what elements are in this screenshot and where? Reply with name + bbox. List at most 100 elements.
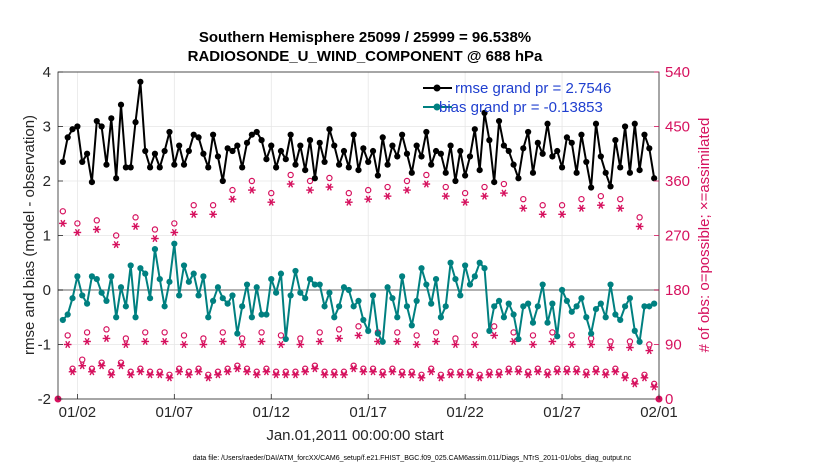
assimilated-point [248,186,256,194]
possible-point [500,180,508,188]
possible-point [364,186,372,194]
assimilated-point-stroke [171,228,177,237]
possible-point [340,368,348,375]
rmse-point [471,126,478,133]
assimilated-point-stroke [210,210,216,218]
rmse-point [549,153,556,160]
possible-point [597,192,605,200]
assimilated-series [59,180,658,391]
rmse-point [350,131,357,138]
bias-point [500,314,508,321]
y-right-tick-label: 540 [665,64,690,81]
rmse-point [505,147,512,155]
assimilated-point [141,337,150,346]
possible-point [335,326,343,333]
rmse-point [248,131,255,138]
possible-point [238,335,246,342]
rmse-point [180,161,188,168]
possible-point [180,332,188,339]
possible-point [549,329,556,336]
bias-point [161,303,168,310]
assimilated-point [597,201,605,209]
bias-point [539,281,546,288]
assimilated-point-stroke [326,183,332,191]
x-tick-label: 01/17 [349,404,387,421]
assimilated-point-stroke [355,331,362,340]
assimilated-point-stroke [239,340,245,349]
possible-point [103,326,110,333]
possible-point [428,365,435,372]
rmse-point [214,153,222,160]
bias-point [234,330,241,337]
assimilated-point [461,198,469,206]
bias-point [510,311,517,318]
bias-point [554,333,561,340]
possible-point [602,368,609,375]
possible-point [413,332,420,339]
assimilated-point-stroke [200,340,206,349]
possible-point [452,335,459,342]
possible-point [544,368,551,375]
assimilated-point-stroke [65,340,71,349]
rmse-point [156,164,163,171]
possible-point [219,329,226,336]
x-tick-label: 01/02 [59,404,97,421]
y-right-tick-label: 90 [665,337,682,354]
bias-point [476,259,483,266]
rmse-point [476,167,483,174]
assimilated-point [567,340,576,349]
possible-point [59,208,67,215]
possible-point [621,371,629,378]
assimilated-point-stroke [433,337,439,346]
rmse-point [646,145,653,152]
chart-subtitle: RADIOSONDE_U_WIND_COMPONENT @ 688 hPa [188,48,543,65]
rmse-point [234,142,241,149]
possible-point [389,365,396,372]
rmse-point [336,161,343,168]
assimilated-point-stroke [113,240,119,249]
rmse-point [394,153,401,160]
rmse-point [243,139,251,146]
bias-point [326,289,333,296]
assimilated-point-stroke [220,337,226,346]
bias-point [442,303,449,310]
assimilated-point-stroke [375,337,381,346]
assimilated-point-stroke [598,201,604,209]
assimilated-point-stroke [559,210,565,218]
rmse-point [617,164,624,171]
possible-point [534,365,542,372]
bias-point [374,330,381,337]
bias-point [462,262,469,269]
bias-point [583,314,590,321]
assimilated-point-stroke [123,340,129,349]
possible-point [515,365,522,372]
bias-point [365,327,372,334]
rmse-point [282,156,289,163]
rmse-point [190,131,197,138]
rmse-point [452,177,459,185]
rmse-point [447,142,454,149]
bias-point [394,314,401,321]
possible-point [612,365,619,372]
rmse-point [641,131,648,138]
assimilated-point [122,340,130,349]
possible-point [156,368,163,375]
rmse-point [340,147,348,155]
rmse-point [399,131,406,138]
assimilated-point-stroke [394,337,400,346]
possible-point [592,365,600,372]
possible-point [316,329,323,336]
assimilated-point [432,337,440,346]
possible-point [355,323,362,330]
bias-point [297,289,304,296]
bias-point [529,319,537,326]
rmse-point [568,139,575,146]
rmse-point [510,161,517,168]
assimilated-point [306,186,314,194]
assimilated-point [471,340,479,349]
rmse-point [316,139,323,146]
assimilated-point-stroke [569,340,575,349]
bias-point [200,273,207,280]
bias-point [263,311,270,318]
rmse-point [176,142,183,149]
